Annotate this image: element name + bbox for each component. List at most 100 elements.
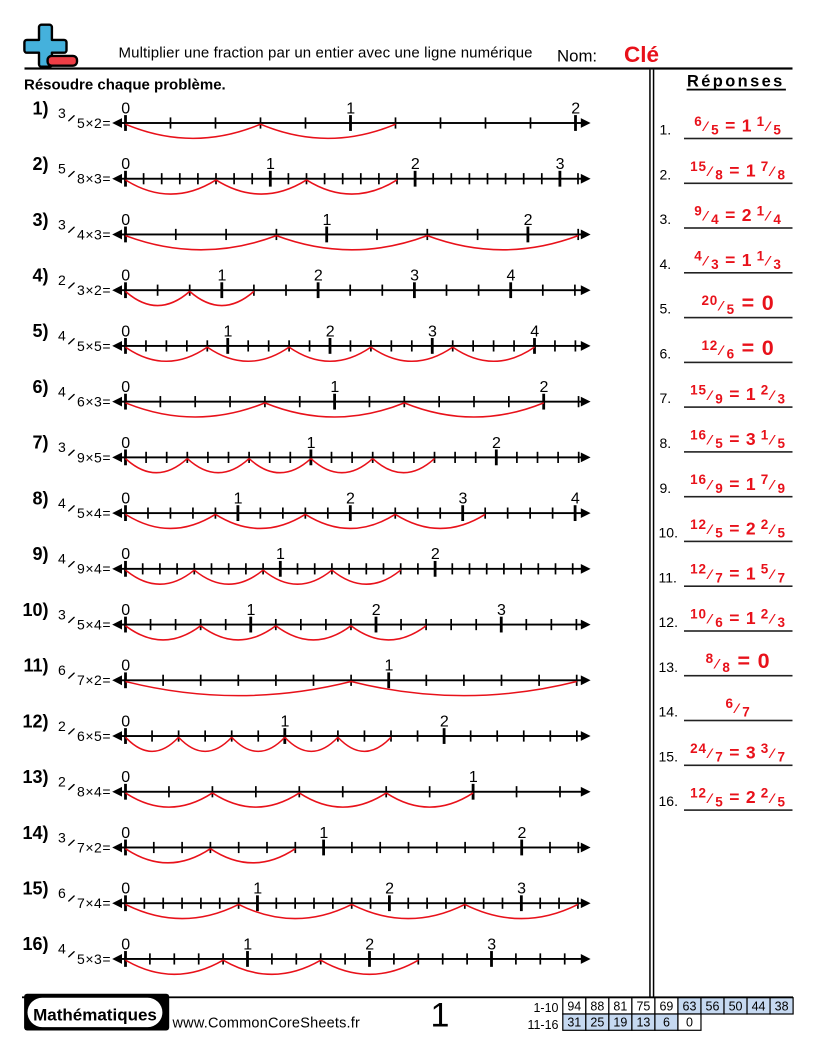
svg-text:8×3=: 8×3=: [77, 171, 111, 187]
svg-text:10 ⁄ 6 = 1 2 ⁄ 3: 10 ⁄ 6 = 1 2 ⁄ 3: [690, 607, 786, 631]
svg-text:Multiplier une fraction par un: Multiplier une fraction par un entier av…: [119, 45, 533, 62]
svg-text:75: 75: [636, 999, 650, 1013]
svg-text:4×3=: 4×3=: [77, 226, 111, 242]
svg-text:3.: 3.: [660, 211, 672, 227]
svg-text:16): 16): [22, 934, 48, 954]
svg-text:2: 2: [517, 825, 526, 842]
svg-text:1: 1: [234, 491, 243, 508]
svg-text:7×2=: 7×2=: [77, 672, 111, 688]
svg-text:81: 81: [613, 999, 627, 1013]
svg-text:12 ⁄ 7 = 1 5 ⁄ 7: 12 ⁄ 7 = 1 5 ⁄ 7: [690, 562, 786, 586]
svg-text:4: 4: [58, 495, 66, 511]
svg-text:1: 1: [469, 769, 478, 786]
svg-text:9×5=: 9×5=: [77, 449, 111, 465]
svg-text:5: 5: [58, 161, 66, 177]
svg-text:6): 6): [32, 377, 48, 397]
svg-text:6×5=: 6×5=: [77, 728, 111, 744]
svg-text:12 ⁄ 5 = 2 2 ⁄ 5: 12 ⁄ 5 = 2 2 ⁄ 5: [690, 786, 786, 810]
svg-text:19: 19: [613, 1016, 627, 1030]
svg-text:1: 1: [266, 156, 275, 173]
svg-text:8×4=: 8×4=: [77, 784, 111, 800]
svg-text:12): 12): [22, 711, 48, 731]
svg-text:3: 3: [58, 216, 66, 232]
svg-text:16.: 16.: [659, 793, 678, 809]
svg-text:8 ⁄ 8 = 0: 8 ⁄ 8 = 0: [706, 649, 771, 675]
svg-text:6: 6: [58, 885, 66, 901]
svg-text:0: 0: [121, 658, 130, 675]
svg-text:3): 3): [32, 210, 48, 230]
svg-text:1): 1): [32, 98, 48, 118]
svg-text:3×2=: 3×2=: [77, 282, 111, 298]
svg-text:4: 4: [58, 941, 66, 957]
svg-text:3: 3: [497, 602, 506, 619]
svg-text:1: 1: [330, 379, 339, 396]
svg-text:2: 2: [524, 212, 533, 229]
svg-text:3: 3: [58, 829, 66, 845]
svg-text:31: 31: [567, 1016, 581, 1030]
svg-text:4: 4: [58, 383, 66, 399]
svg-text:12 ⁄ 6 = 0: 12 ⁄ 6 = 0: [701, 336, 774, 362]
svg-text:0: 0: [121, 602, 130, 619]
svg-text:15 ⁄ 8 = 1 7 ⁄ 8: 15 ⁄ 8 = 1 7 ⁄ 8: [690, 159, 786, 183]
svg-text:1.: 1.: [660, 122, 672, 138]
svg-text:5×2=: 5×2=: [77, 115, 111, 131]
svg-text:9.: 9.: [660, 480, 672, 496]
svg-text:2: 2: [346, 491, 355, 508]
svg-text:2: 2: [58, 774, 66, 790]
svg-text:1-10: 1-10: [533, 1001, 558, 1015]
svg-text:13: 13: [636, 1016, 650, 1030]
svg-text:3: 3: [458, 491, 467, 508]
svg-text:www.CommonCoreSheets.fr: www.CommonCoreSheets.fr: [172, 1016, 361, 1032]
svg-text:38: 38: [775, 999, 789, 1013]
svg-text:2: 2: [492, 435, 501, 452]
svg-text:2: 2: [385, 881, 394, 898]
svg-text:5): 5): [32, 321, 48, 341]
svg-text:88: 88: [590, 999, 604, 1013]
svg-text:6 ⁄ 5 = 1 1 ⁄ 5: 6 ⁄ 5 = 1 1 ⁄ 5: [694, 114, 781, 138]
svg-text:2: 2: [539, 379, 548, 396]
svg-text:14.: 14.: [659, 704, 678, 720]
svg-text:8): 8): [32, 488, 48, 508]
svg-text:1: 1: [276, 546, 285, 563]
svg-text:10.: 10.: [659, 525, 678, 541]
svg-text:2): 2): [32, 154, 48, 174]
svg-text:2: 2: [440, 713, 449, 730]
svg-text:0: 0: [686, 1016, 693, 1030]
svg-text:9 ⁄ 4 = 2 1 ⁄ 4: 9 ⁄ 4 = 2 1 ⁄ 4: [694, 204, 781, 228]
svg-text:25: 25: [590, 1016, 604, 1030]
svg-text:13): 13): [22, 767, 48, 787]
svg-text:0: 0: [121, 881, 130, 898]
svg-text:9): 9): [32, 544, 48, 564]
svg-text:14): 14): [22, 823, 48, 843]
svg-text:3: 3: [556, 156, 565, 173]
svg-text:1: 1: [246, 602, 255, 619]
svg-text:69: 69: [659, 999, 673, 1013]
svg-text:0: 0: [121, 156, 130, 173]
svg-text:4.: 4.: [660, 256, 672, 272]
svg-text:4: 4: [571, 491, 580, 508]
svg-text:2: 2: [365, 936, 374, 953]
svg-text:2: 2: [58, 718, 66, 734]
svg-text:10): 10): [22, 600, 48, 620]
svg-text:4: 4: [58, 328, 66, 344]
svg-text:0: 0: [121, 713, 130, 730]
svg-text:Nom:: Nom:: [557, 47, 597, 66]
svg-text:0: 0: [121, 491, 130, 508]
svg-text:0: 0: [121, 212, 130, 229]
svg-text:24 ⁄ 7 = 3 3 ⁄ 7: 24 ⁄ 7 = 3 3 ⁄ 7: [690, 741, 786, 765]
svg-text:6×3=: 6×3=: [77, 394, 111, 410]
svg-text:15 ⁄ 9 = 1 2 ⁄ 3: 15 ⁄ 9 = 1 2 ⁄ 3: [690, 383, 786, 407]
svg-text:11.: 11.: [659, 569, 677, 585]
svg-text:3: 3: [487, 936, 496, 953]
svg-text:56: 56: [706, 999, 720, 1013]
svg-text:6: 6: [663, 1016, 670, 1030]
svg-text:0: 0: [121, 379, 130, 396]
svg-text:Mathématiques: Mathématiques: [33, 1005, 157, 1024]
svg-text:1: 1: [319, 825, 328, 842]
svg-text:5.: 5.: [660, 301, 672, 317]
svg-text:50: 50: [729, 999, 743, 1013]
svg-text:0: 0: [121, 546, 130, 563]
svg-text:1: 1: [218, 268, 227, 285]
svg-text:2: 2: [372, 602, 381, 619]
svg-text:16 ⁄ 5 = 3 1 ⁄ 5: 16 ⁄ 5 = 3 1 ⁄ 5: [690, 427, 786, 451]
